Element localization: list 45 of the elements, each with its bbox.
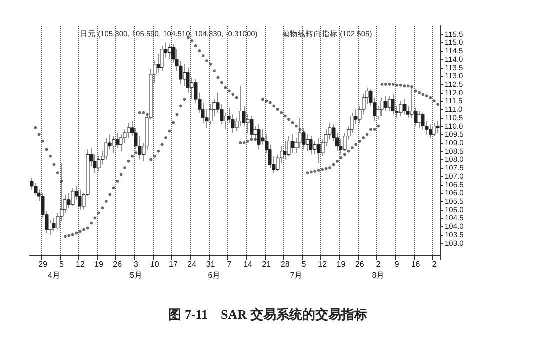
x-tick-label: 19 bbox=[94, 260, 104, 269]
candlestick bbox=[388, 96, 392, 112]
x-tick-label: 12 bbox=[76, 260, 86, 269]
x-tick-label: 2 8月 bbox=[372, 260, 385, 280]
x-tick-label: 4月 bbox=[48, 271, 60, 280]
x-tick-label: 16 bbox=[411, 260, 421, 269]
x-tick-label: 3 5月 bbox=[130, 260, 142, 280]
x-tick-label: 17 bbox=[169, 260, 178, 269]
candlestick bbox=[429, 124, 433, 138]
x-tick-label: 7 bbox=[227, 260, 232, 269]
x-tick-label: 12 bbox=[318, 260, 328, 269]
candlestick bbox=[168, 44, 172, 60]
x-tick-label: 5 bbox=[59, 260, 64, 269]
x-tick-label: 10 bbox=[150, 260, 160, 269]
candlestick bbox=[391, 94, 395, 115]
x-tick-label: 26 bbox=[355, 260, 365, 269]
candlestick bbox=[317, 138, 321, 164]
candlestick bbox=[287, 136, 291, 157]
candlestick bbox=[417, 111, 422, 128]
candlestick bbox=[112, 136, 116, 154]
x-tick-label: 7月 bbox=[290, 271, 303, 280]
x-tick-label: 28 bbox=[280, 260, 290, 269]
x-tick-label: 19 bbox=[336, 260, 346, 269]
candlestick bbox=[403, 99, 407, 115]
candlestick bbox=[78, 190, 82, 210]
x-tick-label: 21 bbox=[262, 260, 272, 269]
x-tick-label: 31 bbox=[206, 260, 216, 269]
text: 图 7-11 SAR 交易系统的交易指标 bbox=[168, 307, 368, 322]
candlestick bbox=[309, 136, 313, 155]
candlestick bbox=[432, 122, 436, 137]
x-tick-label: 29 bbox=[38, 260, 48, 269]
candlestick bbox=[291, 134, 295, 154]
candlestick bbox=[71, 188, 75, 207]
candlestick bbox=[160, 46, 164, 72]
x-tick-label: 5 bbox=[302, 260, 307, 269]
candlestick bbox=[399, 100, 403, 117]
x-tick-label: 2 bbox=[432, 260, 438, 269]
x-tick-label: 6月 bbox=[208, 271, 221, 280]
candlestick bbox=[380, 98, 384, 117]
candlestick bbox=[436, 121, 440, 134]
x-tick-label: 14 bbox=[244, 260, 254, 269]
x-tick-label: 9 bbox=[394, 260, 400, 269]
x-tick-label: 24 bbox=[188, 260, 198, 269]
x-tick-label: 26 bbox=[113, 260, 123, 269]
candlestick bbox=[250, 116, 254, 138]
